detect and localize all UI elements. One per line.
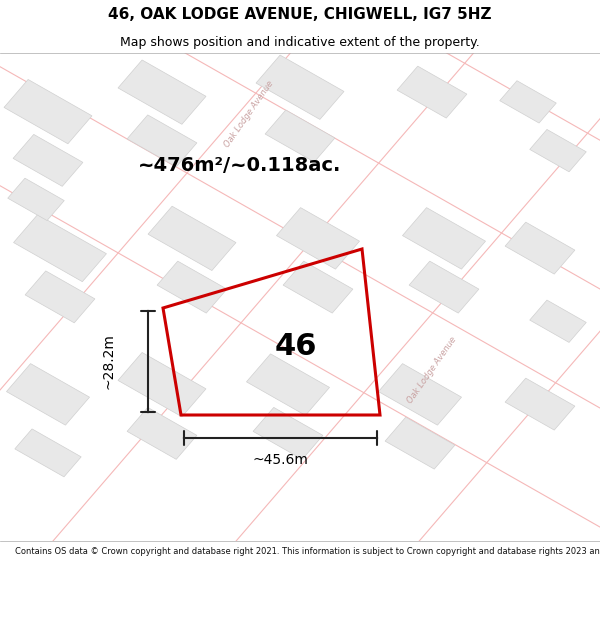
Polygon shape xyxy=(127,115,197,167)
Text: 46, OAK LODGE AVENUE, CHIGWELL, IG7 5HZ: 46, OAK LODGE AVENUE, CHIGWELL, IG7 5HZ xyxy=(108,8,492,22)
Text: Contains OS data © Crown copyright and database right 2021. This information is : Contains OS data © Crown copyright and d… xyxy=(15,548,600,556)
Polygon shape xyxy=(283,261,353,313)
Polygon shape xyxy=(8,178,64,221)
Text: ~28.2m: ~28.2m xyxy=(102,334,116,389)
Polygon shape xyxy=(277,208,359,269)
Polygon shape xyxy=(25,271,95,323)
Polygon shape xyxy=(118,60,206,124)
Polygon shape xyxy=(7,364,89,425)
Polygon shape xyxy=(15,429,81,477)
Polygon shape xyxy=(256,55,344,119)
Polygon shape xyxy=(505,222,575,274)
Polygon shape xyxy=(385,417,455,469)
Polygon shape xyxy=(127,408,197,459)
Polygon shape xyxy=(265,110,335,162)
Polygon shape xyxy=(148,206,236,271)
Polygon shape xyxy=(157,261,227,313)
Polygon shape xyxy=(403,208,485,269)
Polygon shape xyxy=(14,214,106,282)
Polygon shape xyxy=(379,364,461,425)
Polygon shape xyxy=(247,354,329,416)
Polygon shape xyxy=(530,300,586,343)
Text: Oak Lodge Avenue: Oak Lodge Avenue xyxy=(406,335,458,405)
Polygon shape xyxy=(530,129,586,172)
Text: ~476m²/~0.118ac.: ~476m²/~0.118ac. xyxy=(138,156,341,175)
Polygon shape xyxy=(4,79,92,144)
Text: Map shows position and indicative extent of the property.: Map shows position and indicative extent… xyxy=(120,36,480,49)
Polygon shape xyxy=(505,378,575,430)
Polygon shape xyxy=(397,66,467,118)
Polygon shape xyxy=(409,261,479,313)
Polygon shape xyxy=(500,81,556,123)
Polygon shape xyxy=(253,408,323,459)
Text: ~45.6m: ~45.6m xyxy=(253,452,308,467)
Text: Oak Lodge Avenue: Oak Lodge Avenue xyxy=(223,79,275,149)
Text: 46: 46 xyxy=(274,332,317,361)
Polygon shape xyxy=(118,352,206,417)
Polygon shape xyxy=(13,134,83,186)
